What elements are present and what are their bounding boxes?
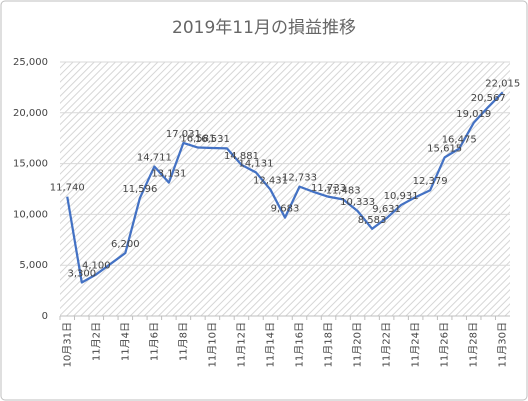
plot-area bbox=[60, 62, 510, 316]
data-label: 11,483 bbox=[326, 185, 361, 196]
x-tick-label: 11月16日 bbox=[294, 322, 306, 367]
x-tick-label: 10月31日 bbox=[61, 322, 73, 367]
x-tick-label: 11月30日 bbox=[497, 322, 509, 367]
data-label: 17,031 bbox=[166, 129, 201, 140]
line bbox=[66, 91, 504, 284]
x-tick-label: 11月24日 bbox=[410, 322, 422, 367]
data-label: 13,131 bbox=[151, 169, 186, 180]
data-label: 15,615 bbox=[427, 143, 462, 154]
data-label: 11,740 bbox=[50, 183, 85, 194]
y-tick-label: 25,000 bbox=[13, 57, 48, 68]
data-label: 16,475 bbox=[442, 135, 477, 146]
data-label: 11,596 bbox=[122, 184, 157, 195]
data-label: 12,431 bbox=[253, 176, 288, 187]
data-label: 8,583 bbox=[358, 215, 387, 226]
data-label: 20,567 bbox=[471, 93, 506, 104]
x-tick-label: 11月8日 bbox=[177, 322, 189, 361]
x-tick-label: 11月6日 bbox=[148, 322, 160, 361]
chart-title: 2019年11月の損益推移 bbox=[172, 18, 356, 38]
x-tick-label: 11月2日 bbox=[90, 322, 102, 361]
data-label: 10,333 bbox=[340, 197, 375, 208]
y-tick-label: 5,000 bbox=[19, 260, 48, 271]
x-tick-label: 11月28日 bbox=[468, 322, 480, 367]
data-label: 3,300 bbox=[67, 268, 96, 279]
y-tick-label: 20,000 bbox=[13, 108, 48, 119]
x-tick-label: 11月20日 bbox=[352, 322, 364, 367]
y-tick-label: 10,000 bbox=[13, 209, 48, 220]
data-label: 12,379 bbox=[413, 176, 448, 187]
data-label: 9,683 bbox=[271, 204, 300, 215]
data-label: 14,881 bbox=[224, 151, 259, 162]
y-tick-label: 15,000 bbox=[13, 159, 48, 170]
data-label: 16,581 bbox=[180, 134, 215, 145]
x-tick-label: 11月10日 bbox=[206, 322, 218, 367]
data-label: 11,733 bbox=[311, 183, 346, 194]
x-tick-label: 11月4日 bbox=[119, 322, 131, 361]
data-label: 22,015 bbox=[485, 78, 520, 89]
x-tick-label: 11月12日 bbox=[235, 322, 247, 367]
x-tick-label: 11月14日 bbox=[264, 322, 276, 367]
x-tick-label: 11月26日 bbox=[439, 322, 451, 367]
data-label: 10,931 bbox=[384, 191, 419, 202]
data-label: 16,531 bbox=[195, 134, 230, 145]
data-label: 19,019 bbox=[456, 109, 491, 120]
x-tick-label: 11月22日 bbox=[381, 322, 393, 367]
x-tick-label: 11月18日 bbox=[323, 322, 335, 367]
data-label: 14,131 bbox=[238, 158, 273, 169]
data-label: 14,711 bbox=[137, 153, 172, 164]
data-label: 6,200 bbox=[111, 239, 140, 250]
data-label: 4,100 bbox=[82, 260, 111, 271]
y-tick-label: 0 bbox=[42, 311, 48, 322]
data-label: 12,733 bbox=[282, 173, 317, 184]
data-label: 9,631 bbox=[372, 204, 401, 215]
